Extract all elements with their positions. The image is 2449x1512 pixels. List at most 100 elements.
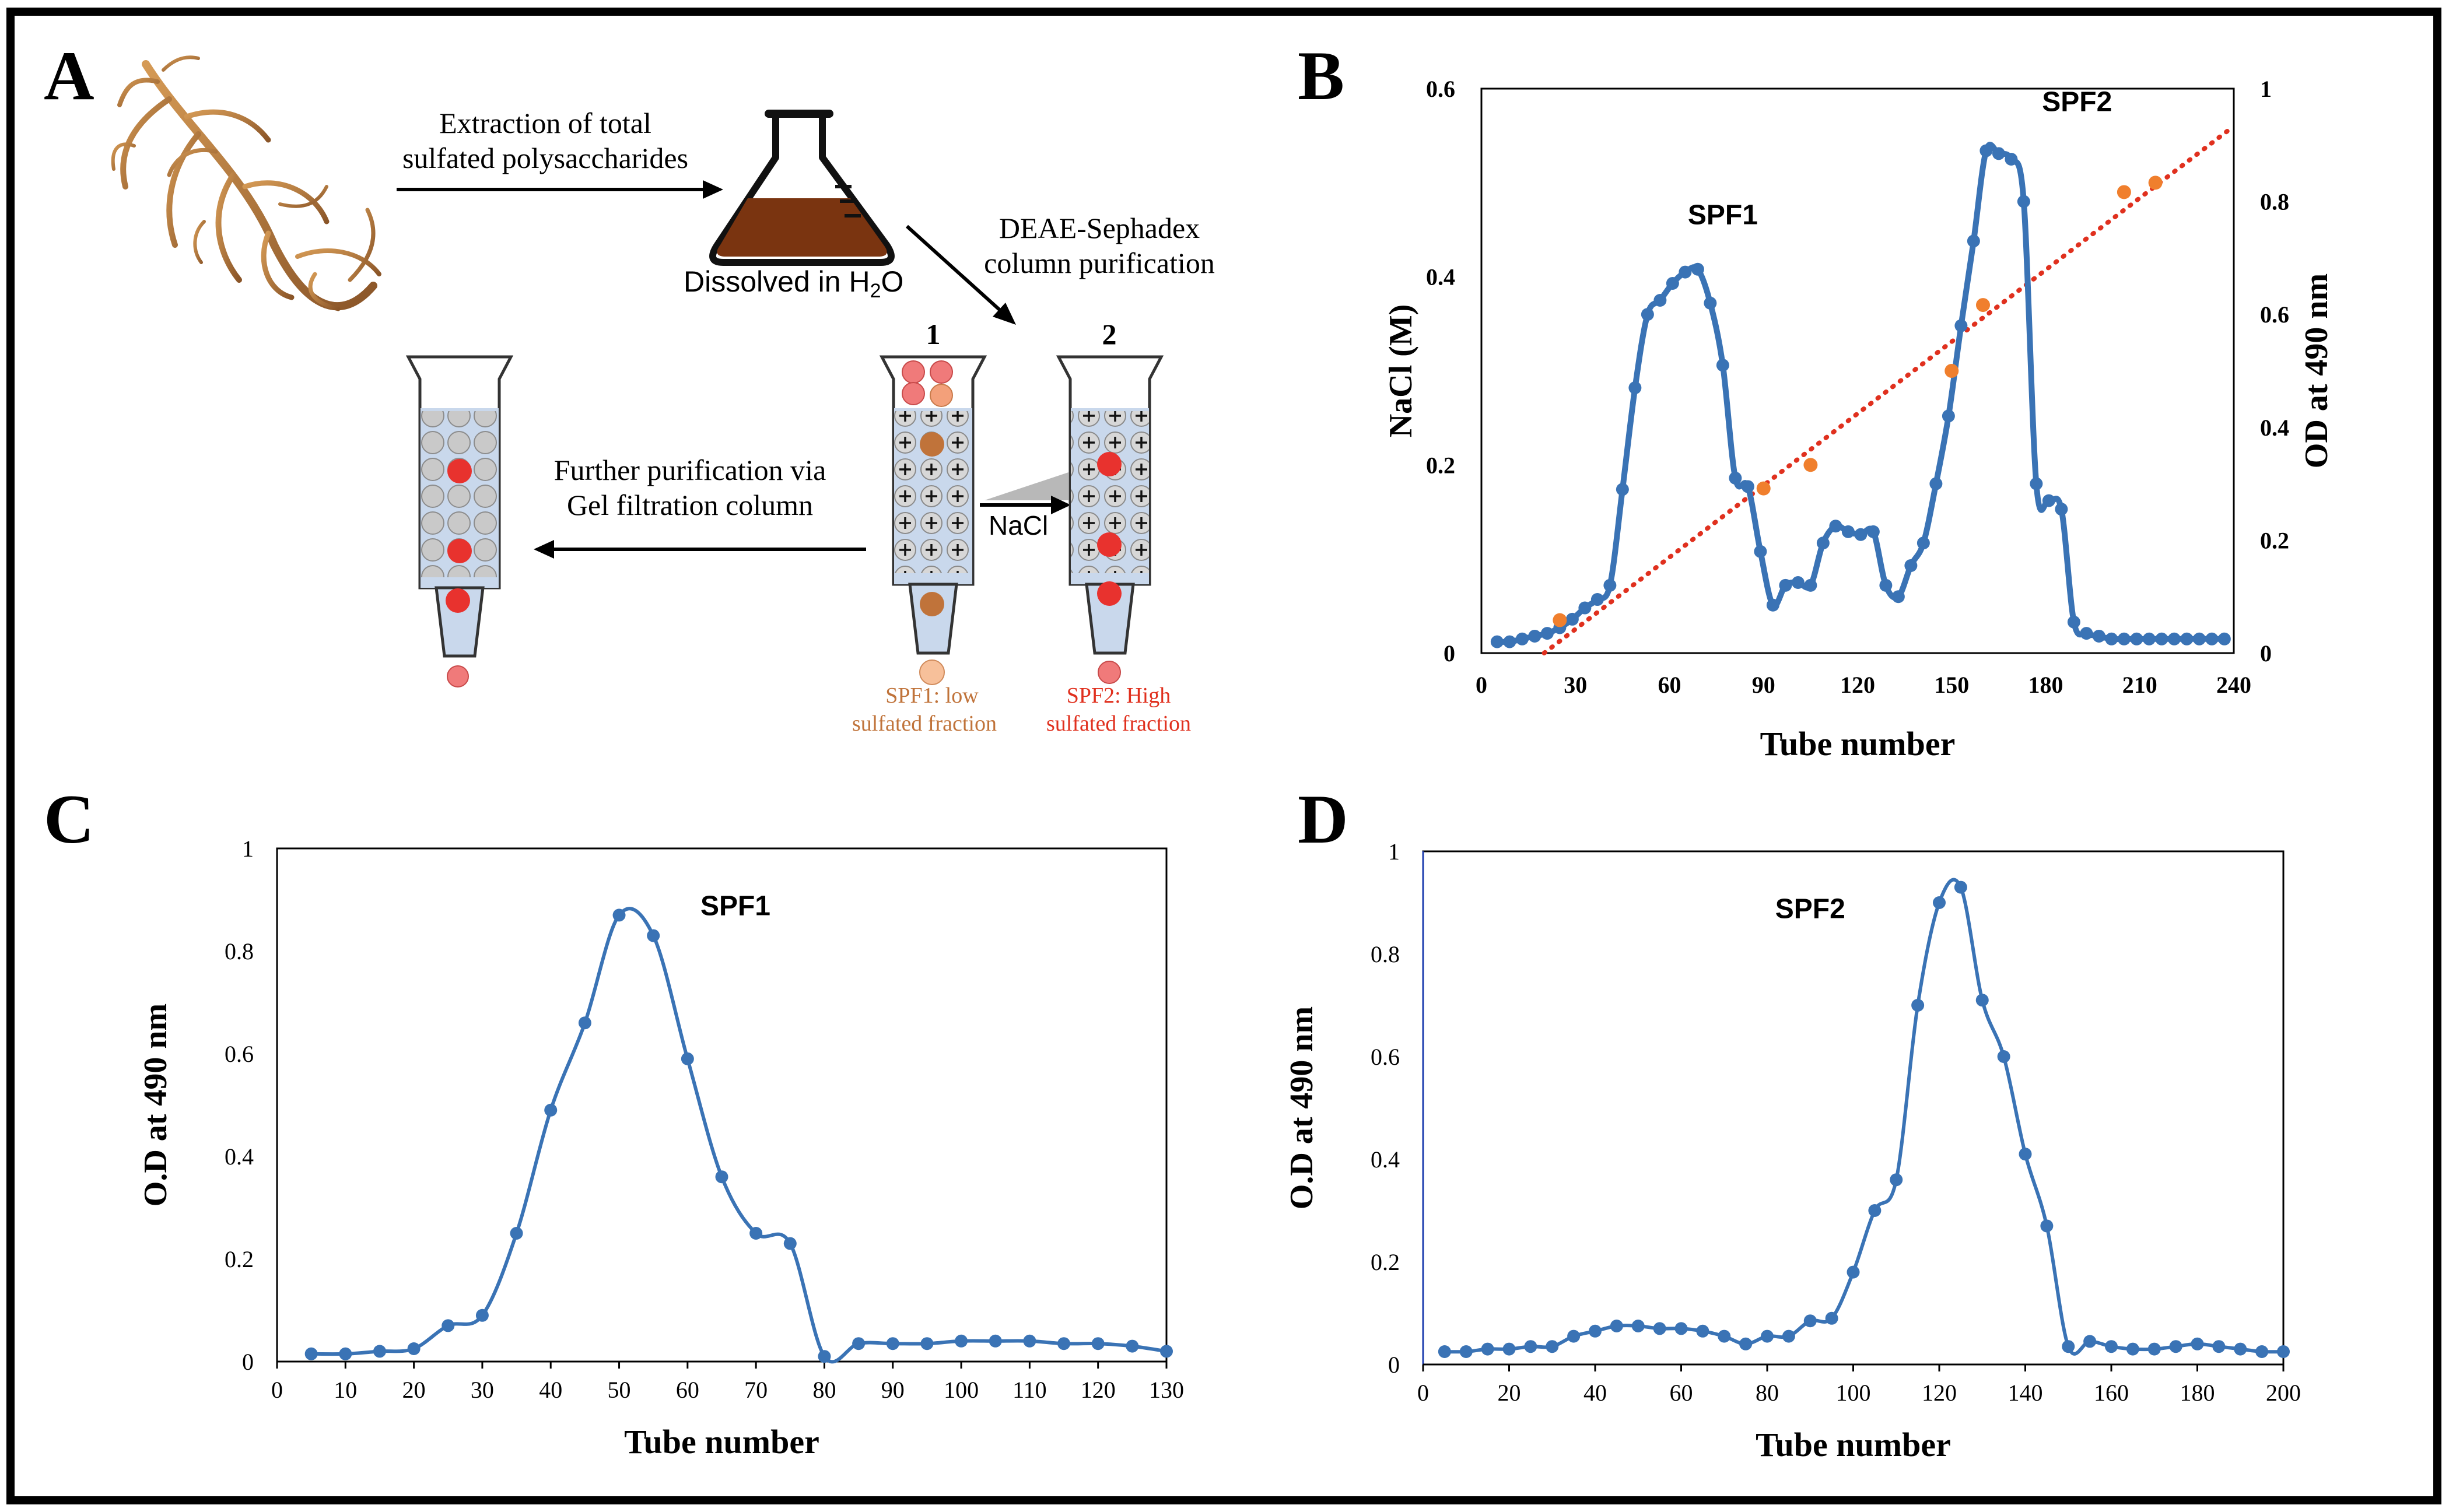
chart-c-x-tick-label: 40 [539, 1377, 562, 1403]
chart-b-od-point [2205, 632, 2219, 646]
chart-b-nacl-point [2148, 176, 2163, 190]
chart-c-point [783, 1237, 797, 1250]
chart-d-point [2234, 1342, 2247, 1356]
chart-d-point [1997, 1050, 2010, 1063]
chart-c-point [304, 1347, 318, 1360]
column-2 [1056, 355, 1164, 684]
arrow-step2 [905, 224, 1016, 325]
chart-d-point [1847, 1265, 1860, 1279]
chart-c-point [681, 1052, 694, 1065]
chart-b-od-point [1528, 629, 1541, 643]
chart-b-od-point [2117, 632, 2131, 646]
chart-d-point [1868, 1204, 1882, 1217]
chart-b-od-point [1653, 294, 1667, 307]
chart-d-x-tick-label: 80 [1756, 1380, 1779, 1406]
chart-c-x-tick-label: 130 [1149, 1377, 1184, 1403]
step2-line2: column purification [984, 247, 1215, 279]
chart-d-point [1459, 1345, 1473, 1358]
chart-b-od-point [1804, 578, 1817, 592]
chart-b-od-point [1979, 144, 1993, 157]
chart-c-point [647, 929, 660, 942]
chart-b-od-point [1590, 593, 1604, 606]
chart-c-point [612, 908, 626, 922]
chart-c-x-tick-label: 110 [1012, 1377, 1047, 1403]
chart-d-point [2062, 1340, 2075, 1353]
panel-letter-c: C [44, 780, 94, 858]
chart-d-point [2040, 1219, 2054, 1233]
chart-c-x-tick-label: 70 [744, 1377, 768, 1403]
chart-d-point [2083, 1335, 2097, 1348]
chart-b-od-point [1578, 601, 1592, 615]
chart-d-point [2126, 1342, 2139, 1356]
chart-b-y-right-tick-label: 0.2 [2260, 527, 2289, 553]
chart-b-x-tick-label: 90 [1752, 672, 1775, 698]
flask-label: Dissolved in H2O [684, 265, 903, 302]
step1-line1: Extraction of total [439, 107, 651, 139]
chart-b-x-tick-label: 30 [1564, 672, 1587, 698]
panel-a: A Extraction of total sulfated polysacch… [44, 37, 1215, 736]
chart-b-od-point [2155, 632, 2168, 646]
chart-b-x-tick-label: 240 [2216, 672, 2251, 698]
chart-b-od-point [2030, 477, 2043, 490]
chart-b-od-point [1503, 635, 1516, 648]
chart-b-od-point [2167, 632, 2181, 646]
column-1 [879, 355, 987, 685]
chart-b-nacl-point [1976, 298, 1990, 313]
step3-line1: Further purification via [554, 454, 826, 486]
chart-d-point [1803, 1314, 1817, 1328]
chart-d-point [1718, 1329, 1731, 1343]
chart-c-point [920, 1337, 934, 1350]
chart-d-point [1481, 1342, 1494, 1356]
chart-c-x-tick-label: 100 [944, 1377, 979, 1403]
spf2-drop [1098, 661, 1121, 684]
chart-b-od-point [2067, 615, 2080, 629]
chart-d-y-tick-label: 0.6 [1371, 1044, 1400, 1070]
chart-b-annotation: SPF2 [2042, 87, 2112, 118]
chart-c-point [1091, 1337, 1105, 1350]
chart-d-point [1954, 880, 1967, 894]
chart-d-y-tick-label: 1 [1388, 839, 1400, 865]
chart-d-x-tick-label: 0 [1417, 1380, 1429, 1406]
chart-c-point [1023, 1334, 1036, 1348]
chart-c-y-tick-label: 0.2 [225, 1246, 254, 1272]
chart-d-y-tick-label: 0 [1388, 1352, 1400, 1378]
chart-b-od-point [1866, 525, 1880, 538]
chart-c-point [373, 1345, 386, 1358]
chart-c-y-tick-label: 0.8 [225, 938, 254, 964]
step1-line2: sulfated polysaccharides [402, 142, 688, 174]
chart-d-point [2105, 1340, 2118, 1353]
chart-b-x-tick-label: 210 [2122, 672, 2157, 698]
chart-c-point [989, 1334, 1002, 1348]
chart-b-y-right-tick-label: 0 [2260, 640, 2272, 666]
chart-b-od-point [1716, 359, 1729, 372]
chart-d-point [2147, 1342, 2161, 1356]
panel-letter-d: D [1298, 780, 1348, 858]
seaweed-icon [111, 55, 381, 311]
chart-d-x-tick-label: 180 [2180, 1380, 2215, 1406]
chart-d-point [1653, 1322, 1666, 1335]
chart-b-od-point [1704, 296, 1717, 310]
chart-d-point [1610, 1320, 1623, 1332]
chart-b-od-point [1904, 559, 1918, 572]
chart-b-y-right-axis-label: OD at 490 nm [2299, 273, 2335, 468]
flask-icon [709, 110, 895, 266]
chart-d-annotation: SPF2 [1775, 893, 1845, 924]
step3-line2: Gel filtration column [567, 489, 813, 521]
chart-d-point [2277, 1345, 2290, 1358]
chart-d-point [1631, 1320, 1645, 1332]
chart-b-nacl-point [1803, 458, 1818, 472]
flask-liquid [717, 198, 887, 257]
chart-c-point [715, 1170, 728, 1184]
chart-d-y-tick-label: 0.4 [1371, 1146, 1400, 1173]
chart-b-od-point [1754, 545, 1767, 558]
chart-b-annotation: SPF1 [1688, 199, 1758, 230]
chart-c-x-tick-label: 90 [881, 1377, 905, 1403]
chart-b-od-point [1628, 381, 1642, 395]
chart-b-x-axis-label: Tube number [1760, 725, 1956, 763]
chart-b-od-point [2005, 153, 2018, 166]
chart-d-point [1674, 1322, 1688, 1335]
chart-b-y-left-axis-label: NaCl (M) [1383, 304, 1419, 438]
chart-b-nacl-gradient-line [1541, 128, 2230, 655]
panel-c: C 0 10 20 30 40 50 60 70 80 90 100 110 120 130 0 0.2 0.4… [44, 780, 1184, 1461]
